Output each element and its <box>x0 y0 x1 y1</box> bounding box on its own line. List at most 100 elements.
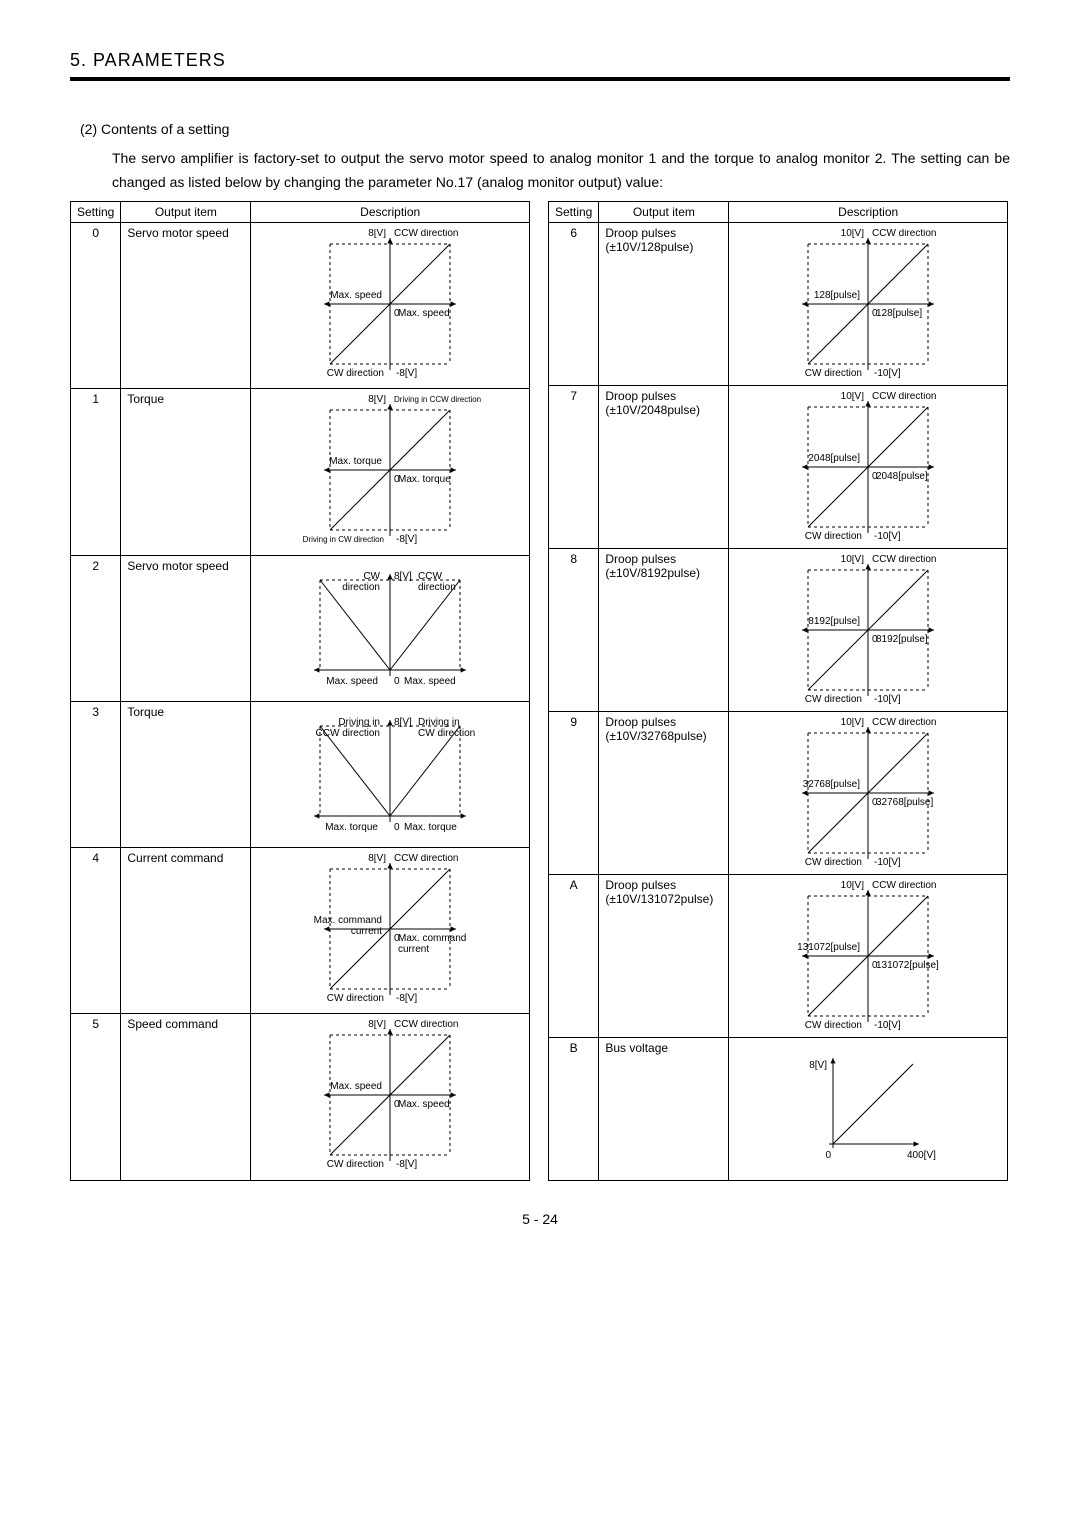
cell-output: Bus voltage <box>599 1037 729 1180</box>
svg-text:10[V]: 10[V] <box>841 555 865 565</box>
svg-text:0: 0 <box>872 960 878 971</box>
svg-text:CW direction: CW direction <box>327 993 384 1004</box>
svg-text:0: 0 <box>826 1150 832 1161</box>
svg-text:8[V]: 8[V] <box>368 854 386 864</box>
svg-text:Max. speed: Max. speed <box>404 676 456 687</box>
svg-text:0: 0 <box>394 933 400 944</box>
svg-text:Max. speed: Max. speed <box>398 308 450 319</box>
cell-setting: 0 <box>71 222 121 388</box>
svg-text:0: 0 <box>394 676 400 687</box>
svg-text:131072[pulse]: 131072[pulse] <box>876 960 939 971</box>
graph-cross: 10[V] CCW direction -10[V] CW direction 2048… <box>773 392 963 542</box>
svg-text:0: 0 <box>872 634 878 645</box>
graph-vee: Driving inCCW direction8[V]Driving inCW … <box>285 708 495 838</box>
col-setting: Setting <box>71 201 121 222</box>
cell-description: 10[V]CCW direction-10[V]CW direction8192… <box>729 548 1008 711</box>
svg-text:8[V]: 8[V] <box>368 229 386 239</box>
graph-cross: 8[V]CCW direction-8[V]CW directionMax. c… <box>295 854 485 1004</box>
svg-text:CCW direction: CCW direction <box>316 728 380 739</box>
cell-setting: 9 <box>549 711 599 874</box>
cell-description: 10[V]CCW direction-10[V]CW direction128[… <box>729 222 1008 385</box>
cell-output: Droop pulses(±10V/128pulse) <box>599 222 729 385</box>
svg-text:CCW direction: CCW direction <box>394 854 458 864</box>
svg-text:Max. speed: Max. speed <box>330 290 382 301</box>
svg-text:400[V]: 400[V] <box>907 1150 936 1161</box>
svg-text:32768[pulse]: 32768[pulse] <box>876 797 933 808</box>
page-number: 5 - 24 <box>70 1211 1010 1227</box>
svg-text:8[V]: 8[V] <box>394 571 412 582</box>
col-desc: Description <box>251 201 530 222</box>
graph-cross: 10[V]CCW direction-10[V]CW direction8192… <box>773 555 963 705</box>
svg-text:CCW direction: CCW direction <box>872 555 936 565</box>
svg-text:10[V]: 10[V] <box>841 718 865 728</box>
table-row: 6Droop pulses(±10V/128pulse) 10[V] CCW dir… <box>549 222 1008 385</box>
cell-setting: 5 <box>71 1014 121 1181</box>
table-row: 3Torque Driving inCCW direction8[V]Drivin… <box>71 701 530 847</box>
svg-text:Max. torque: Max. torque <box>325 822 378 833</box>
svg-text:Max. speed: Max. speed <box>398 1099 450 1110</box>
svg-text:8192[pulse]: 8192[pulse] <box>808 616 860 627</box>
table-row: 9Droop pulses(±10V/32768pulse) 10[V] CCW d… <box>549 711 1008 874</box>
svg-text:Max. torque: Max. torque <box>329 456 382 467</box>
graph-cross: 10[V]CCW direction-10[V]CW direction1310… <box>773 881 963 1031</box>
svg-text:CCW direction: CCW direction <box>394 1020 458 1030</box>
cell-setting: 1 <box>71 389 121 555</box>
svg-text:direction: direction <box>418 582 456 593</box>
cell-output: Servo motor speed <box>121 555 251 701</box>
svg-text:10[V]: 10[V] <box>841 392 865 402</box>
svg-text:2048[pulse]: 2048[pulse] <box>808 453 860 464</box>
cell-output: Torque <box>121 389 251 555</box>
graph-cross: 8[V]CCW direction-8[V]CW directionMax. s… <box>295 229 485 379</box>
svg-text:CW direction: CW direction <box>805 368 862 379</box>
svg-text:Driving in: Driving in <box>418 717 460 728</box>
cell-setting: A <box>549 874 599 1037</box>
svg-text:-10[V]: -10[V] <box>874 531 901 542</box>
svg-text:10[V]: 10[V] <box>841 229 865 239</box>
cell-output: Torque <box>121 701 251 847</box>
cell-description: 8[V]CCW direction-8[V]CW directionMax. s… <box>251 1014 530 1181</box>
cell-setting: 3 <box>71 701 121 847</box>
svg-text:CCW direction: CCW direction <box>872 392 936 402</box>
svg-text:10[V]: 10[V] <box>841 881 865 891</box>
cell-setting: 7 <box>549 385 599 548</box>
cell-output: Current command <box>121 847 251 1013</box>
svg-text:Driving in CW direction: Driving in CW direction <box>303 535 384 544</box>
cell-description: Driving inCCW direction8[V]Driving inCW … <box>251 701 530 847</box>
table-row: 0Servo motor speed8[V]CCW direction-8[V]… <box>71 222 530 388</box>
svg-text:0: 0 <box>394 474 400 485</box>
graph-cross: 8[V]CCW direction-8[V]CW directionMax. s… <box>295 1020 485 1170</box>
svg-text:CW direction: CW direction <box>805 857 862 868</box>
table-row: 5Speed command8[V]CCW direction-8[V]CW d… <box>71 1014 530 1181</box>
svg-text:CCW direction: CCW direction <box>872 718 936 728</box>
table-row: BBus voltage8[V]0400[V] <box>549 1037 1008 1180</box>
svg-text:CW direction: CW direction <box>327 368 384 379</box>
cell-setting: 6 <box>549 222 599 385</box>
col-setting: Setting <box>549 201 599 222</box>
cell-description: 8[V]CCW direction-8[V]CW directionMax. s… <box>251 222 530 388</box>
svg-text:CW: CW <box>364 571 381 582</box>
cell-output: Droop pulses(±10V/32768pulse) <box>599 711 729 874</box>
svg-text:0: 0 <box>872 471 878 482</box>
svg-text:131072[pulse]: 131072[pulse] <box>797 942 860 953</box>
svg-text:128[pulse]: 128[pulse] <box>876 308 922 319</box>
svg-text:8192[pulse]: 8192[pulse] <box>876 634 928 645</box>
svg-text:-8[V]: -8[V] <box>396 534 417 545</box>
svg-text:-8[V]: -8[V] <box>396 1159 417 1170</box>
cell-description: 10[V] CCW direction -10[V] CW direction 2048… <box>729 385 1008 548</box>
svg-text:CW direction: CW direction <box>805 531 862 542</box>
svg-text:-10[V]: -10[V] <box>874 857 901 868</box>
svg-text:128[pulse]: 128[pulse] <box>814 290 860 301</box>
svg-text:Max. command: Max. command <box>398 933 466 944</box>
intro-paragraph: The servo amplifier is factory-set to ou… <box>112 147 1010 195</box>
svg-text:CCW direction: CCW direction <box>872 229 936 239</box>
svg-text:CW direction: CW direction <box>805 694 862 705</box>
table-row: 8Droop pulses(±10V/8192pulse)10[V]CCW di… <box>549 548 1008 711</box>
svg-text:Driving in: Driving in <box>338 717 380 728</box>
svg-text:0: 0 <box>872 308 878 319</box>
svg-text:Max. torque: Max. torque <box>398 474 451 485</box>
svg-text:8[V]: 8[V] <box>368 1020 386 1030</box>
svg-text:Max. speed: Max. speed <box>326 676 378 687</box>
cell-description: 10[V] CCW direction -10[V] CW direction 3276… <box>729 711 1008 874</box>
graph-cross: 10[V]CCW direction-10[V]CW direction128[… <box>773 229 963 379</box>
table-row: 4Current command8[V]CCW direction-8[V]CW… <box>71 847 530 1013</box>
